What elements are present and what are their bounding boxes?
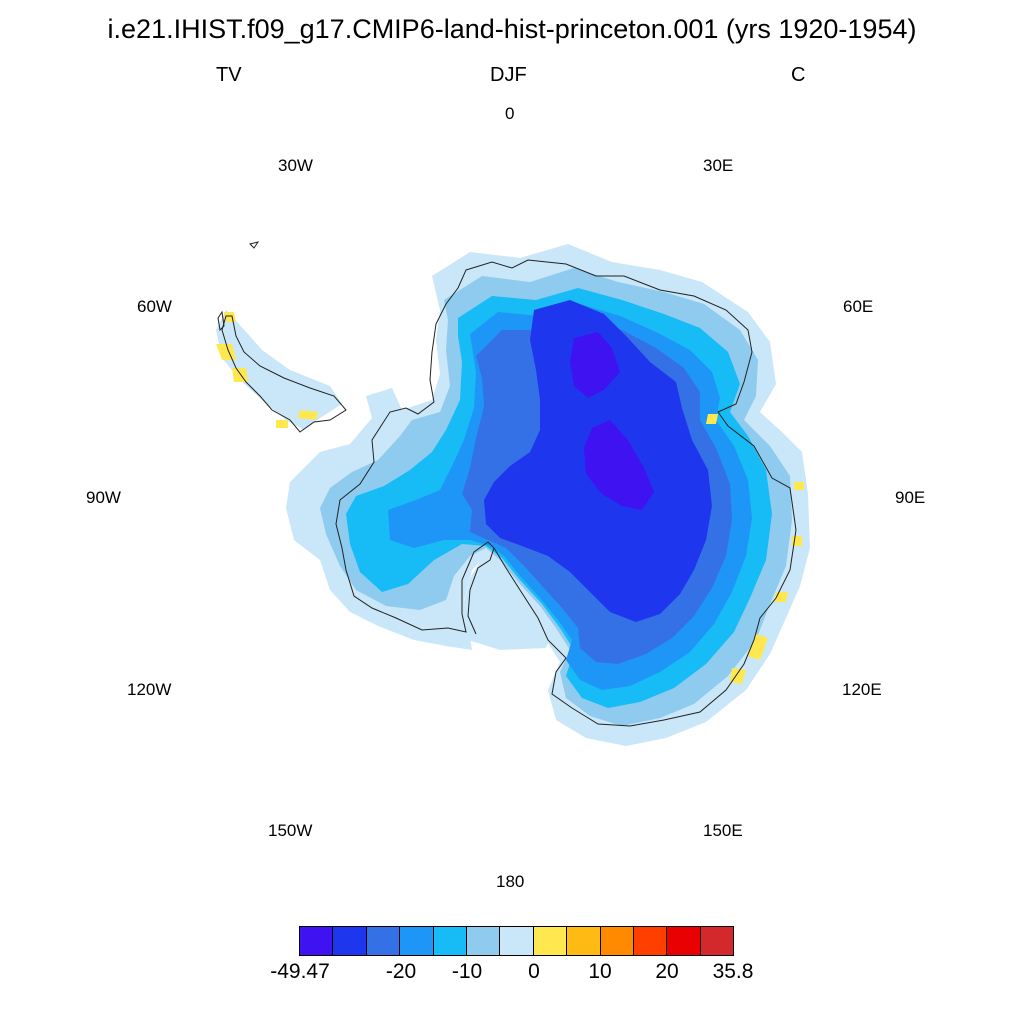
- variable-label: TV: [216, 64, 242, 86]
- colorbar-swatch: [499, 926, 534, 956]
- colorbar-swatch: [299, 926, 334, 956]
- continent-coastline: [335, 259, 797, 727]
- lon-label-120w: 120W: [127, 680, 172, 699]
- colorbar-swatch: [466, 926, 501, 956]
- lon-label-60e: 60E: [843, 297, 874, 316]
- lon-label-150e: 150E: [703, 821, 743, 840]
- warm-patch: [232, 368, 248, 382]
- lon-label-90w: 90W: [86, 488, 121, 507]
- core-3f12f2-center: [584, 420, 654, 510]
- colorbar-label: 35.8: [712, 960, 754, 983]
- warm-patch: [298, 410, 318, 420]
- colorbar-swatch: [365, 926, 401, 956]
- warm-patch: [748, 634, 768, 660]
- ross-shelf-edge: [467, 547, 495, 635]
- island-outline: [249, 241, 260, 249]
- peninsula-coastline: [221, 315, 347, 433]
- warm-patch: [730, 668, 746, 684]
- colorbar-swatch: [399, 926, 434, 956]
- colorbar-swatch: [666, 926, 701, 956]
- colorbar-label: -20: [385, 960, 417, 983]
- season-label: DJF: [490, 64, 527, 86]
- units-label: C: [791, 64, 806, 86]
- warm-patch: [276, 420, 288, 428]
- colorbar-label: 20: [655, 960, 679, 983]
- colorbar-label: -49.47: [270, 960, 330, 983]
- colorbar-label: -10: [451, 960, 483, 983]
- peninsula-halo: [216, 310, 342, 430]
- plot-title: i.e21.IHIST.f09_g17.CMIP6-land-hist-prin…: [107, 14, 917, 44]
- colorbar-swatch: [532, 926, 568, 956]
- lon-label-0: 0: [505, 104, 515, 123]
- lon-label-120e: 120E: [842, 680, 882, 699]
- warm-patch: [794, 482, 804, 490]
- lon-label-150w: 150W: [268, 821, 313, 840]
- lon-label-60w: 60W: [137, 297, 172, 316]
- island-outline: [217, 310, 225, 332]
- colorbar-swatch: [332, 926, 367, 956]
- colorbar-swatch: [699, 926, 735, 956]
- colorbar-swatch: [633, 926, 668, 956]
- lon-label-90e: 90E: [895, 488, 926, 507]
- colorbar-swatch: [566, 926, 601, 956]
- lon-label-30e: 30E: [703, 156, 734, 175]
- colorbar-swatch: [432, 926, 467, 956]
- colorbar-swatch: [599, 926, 634, 956]
- warm-patch: [706, 414, 718, 424]
- lon-label-180: 180: [496, 872, 525, 891]
- colorbar-label: 10: [588, 960, 612, 983]
- colorbar-label: 0: [528, 960, 540, 983]
- ross-shelf: [462, 552, 552, 650]
- map-shading: [216, 244, 810, 746]
- core-3f12f2-north: [570, 332, 620, 398]
- coastline: [217, 241, 797, 727]
- lon-label-30w: 30W: [278, 156, 313, 175]
